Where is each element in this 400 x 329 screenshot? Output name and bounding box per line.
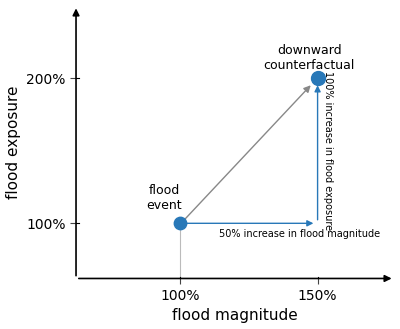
X-axis label: flood magnitude: flood magnitude — [172, 309, 298, 323]
Text: downward
counterfactual: downward counterfactual — [264, 44, 355, 72]
Text: flood
event: flood event — [146, 184, 182, 212]
Point — [314, 76, 321, 81]
Y-axis label: flood exposure: flood exposure — [6, 85, 20, 199]
Point — [177, 221, 184, 226]
Text: 100% increase in flood exposure: 100% increase in flood exposure — [323, 71, 333, 230]
Text: 50% increase in flood magnitude: 50% increase in flood magnitude — [219, 229, 380, 239]
